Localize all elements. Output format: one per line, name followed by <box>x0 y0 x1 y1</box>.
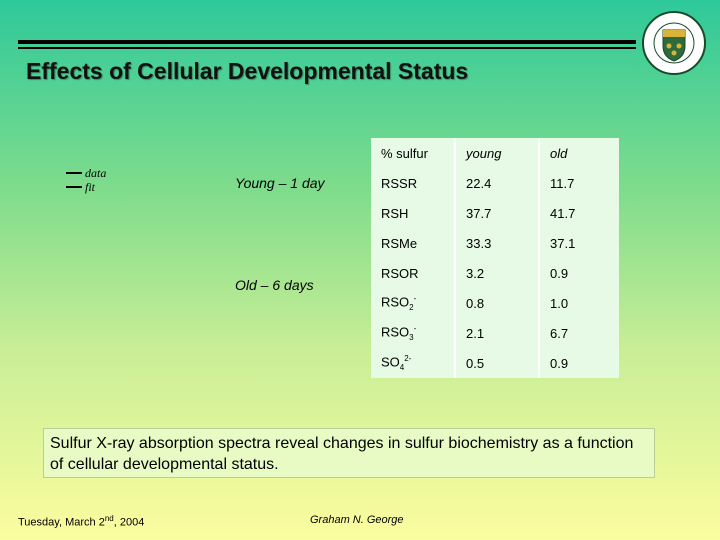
species-base: RSO <box>381 294 410 310</box>
old-value: 0.9 <box>538 258 619 288</box>
species-superscript: - <box>413 324 417 334</box>
species-base: SO <box>381 354 400 370</box>
species-cell: RSSR <box>371 168 455 198</box>
old-value: 41.7 <box>538 198 619 228</box>
species-subscript: 4 <box>399 362 405 372</box>
table-header-row: % sulfur young old <box>371 138 619 168</box>
footer-date: Tuesday, March 2nd, 2004 <box>18 514 144 529</box>
species-cell: RSOR <box>371 258 455 288</box>
old-label: Old – 6 days <box>235 277 314 293</box>
legend-data-line <box>66 172 82 174</box>
title-rule-thick <box>18 40 636 44</box>
species-cell: RSMe <box>371 228 455 258</box>
table-row: RSO3- 2.1 6.7 <box>371 318 619 348</box>
young-value: 37.7 <box>454 198 539 228</box>
footer-date-prefix: Tuesday, March 2 <box>18 516 105 529</box>
species-base: RSH <box>381 205 409 221</box>
footer-date-suffix: , 2004 <box>113 516 145 529</box>
caption-box: Sulfur X-ray absorption spectra reveal c… <box>43 428 655 478</box>
legend-fit-line <box>66 186 82 188</box>
species-superscript: - <box>413 294 417 304</box>
table-row: RSSR 22.4 11.7 <box>371 168 619 198</box>
university-of-saskatchewan-crest-icon <box>642 11 706 75</box>
species-base: RSSR <box>381 175 418 191</box>
young-value: 0.8 <box>454 288 539 318</box>
page-title: Effects of Cellular Developmental Status <box>26 58 469 84</box>
table-row: SO42- 0.5 0.9 <box>371 348 619 378</box>
title-rule-thin <box>18 47 636 49</box>
species-subscript: 3 <box>409 332 414 342</box>
old-value: 1.0 <box>538 288 619 318</box>
footer-date-sup: nd <box>104 514 114 523</box>
species-superscript: 2- <box>404 354 412 364</box>
table-row: RSOR 3.2 0.9 <box>371 258 619 288</box>
species-cell: SO42- <box>371 348 455 378</box>
header-species: % sulfur <box>381 145 428 161</box>
old-value: 6.7 <box>538 318 619 348</box>
young-label: Young – 1 day <box>235 175 325 191</box>
old-value: 0.9 <box>538 348 619 378</box>
legend-data-label: data <box>85 165 107 180</box>
species-base: RSMe <box>381 235 418 251</box>
species-cell: RSO3- <box>371 318 455 348</box>
species-base: RSO <box>381 324 410 340</box>
species-cell: RSH <box>371 198 455 228</box>
young-value: 2.1 <box>454 318 539 348</box>
footer-author: Graham N. George <box>310 514 404 526</box>
table-row: RSH 37.7 41.7 <box>371 198 619 228</box>
old-value: 37.1 <box>538 228 619 258</box>
species-subscript: 2 <box>409 302 414 312</box>
header-young: young <box>454 138 539 168</box>
species-base: RSOR <box>381 265 419 281</box>
young-value: 3.2 <box>454 258 539 288</box>
legend: data fit <box>66 166 106 194</box>
young-value: 22.4 <box>454 168 539 198</box>
table-row: RSO2- 0.8 1.0 <box>371 288 619 318</box>
legend-data-item: data <box>66 166 106 180</box>
legend-fit-item: fit <box>66 180 106 194</box>
table-row: RSMe 33.3 37.1 <box>371 228 619 258</box>
sulfur-composition-table: % sulfur young old RSSR 22.4 11.7 RSH 37.7 41… <box>371 138 619 378</box>
legend-fit-label: fit <box>85 179 96 194</box>
young-value: 33.3 <box>454 228 539 258</box>
young-value: 0.5 <box>454 348 539 378</box>
old-value: 11.7 <box>538 168 619 198</box>
header-old: old <box>538 138 619 168</box>
species-cell: RSO2- <box>371 288 455 318</box>
